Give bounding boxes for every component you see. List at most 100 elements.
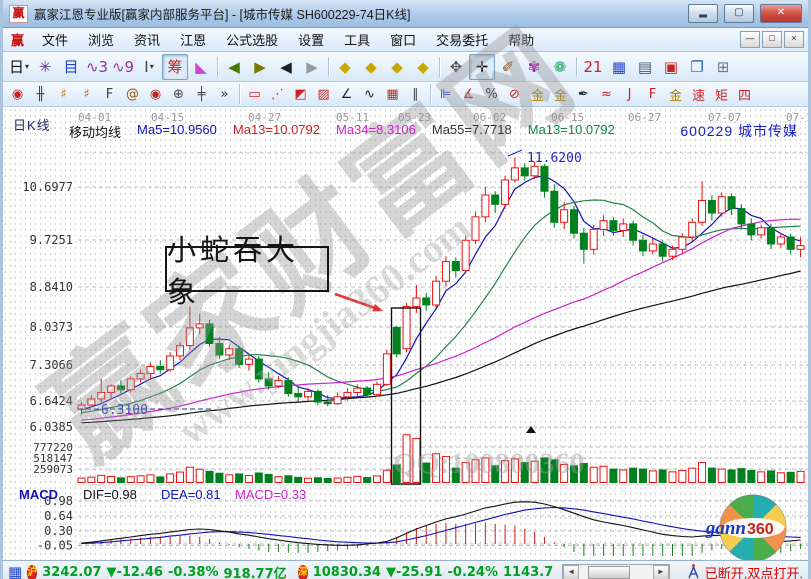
next-bar-icon[interactable]: ▶ [306,57,318,76]
multi-window-icon[interactable]: ❐ [690,57,704,76]
last-screen-icon[interactable]: ▶ [254,57,266,76]
scroll-right-arrow-icon[interactable]: ► [652,565,669,579]
notepad-icon[interactable]: ▤ [637,57,653,76]
mdi-minimize-button[interactable]: — [740,31,760,48]
f-ruler-icon[interactable]: F [105,86,114,102]
f-angle-icon[interactable]: F [648,86,657,102]
candle-25 [323,401,332,405]
percent-icon[interactable]: % [485,86,498,102]
gold-ruler2-icon[interactable]: ♯ [83,86,90,102]
shrink-right-diamond-icon[interactable]: ◆ [365,57,377,76]
menu-item-gann[interactable]: 江恩 [180,32,207,48]
horizontal-scrollbar[interactable]: ◄ ► [562,564,670,579]
gold-ruler-icon[interactable]: ♯ [60,86,67,102]
conch2-tool-icon[interactable]: ◉ [149,86,162,102]
candle-30 [373,383,381,396]
expand-diamond-icon[interactable]: ◆ [391,57,403,76]
box-angle-icon[interactable]: 矩 [714,88,728,104]
candle-32 [392,326,401,355]
toolbar-separator [217,56,218,77]
candle-style-icon[interactable]: I ▾ [144,57,154,76]
ma-value-3: Ma55=7.7718 [431,122,512,137]
first-screen-icon[interactable]: ◀ [228,57,240,76]
mdi-restore-button[interactable]: □ [762,31,782,48]
wave-gold-icon[interactable]: ≈ [601,86,612,102]
time-compass-icon[interactable]: ⊕ [173,86,184,102]
speed-line-icon[interactable]: 速 [691,88,705,104]
prev-bar-icon[interactable]: ◀ [280,57,292,76]
ink-angle-icon[interactable]: ✒ [578,86,589,102]
menu-item-trade-order[interactable]: 交易委托 [436,32,489,48]
gann-tool-icon[interactable]: ✾ [527,57,541,76]
candle-39 [461,239,470,272]
chart-period-icon[interactable]: 日 ▾ [8,58,30,76]
more-tools-chevron-icon[interactable]: » [220,86,229,102]
chart-area: 10.6977 9.7251 8.8410 8.0373 7.3066 6.6424 6.0… [3,7,811,560]
hand-tool-icon[interactable]: ✥ [449,57,463,76]
scroll-left-arrow-icon[interactable]: ◄ [563,565,580,579]
percent-circle-icon[interactable]: ⊘ [509,86,520,102]
menu-item-file[interactable]: 文件 [42,32,69,48]
shrink-left-diamond-icon[interactable]: ◆ [339,57,351,76]
four-angle-icon[interactable]: 四 [737,88,751,104]
svg-text:6.0385: 6.0385 [30,420,73,434]
crosshair-tool-icon[interactable]: ✛ [469,53,495,80]
calendar-icon[interactable]: 21 [583,57,603,76]
menu-item-help[interactable]: 帮助 [508,32,535,48]
kline-chart[interactable]: 10.6977 9.7251 8.8410 8.0373 7.3066 6.6424 6.0… [3,107,811,560]
scrollbar-thumb[interactable] [588,566,630,579]
close-button[interactable]: ✕ [760,4,802,23]
spiral-tool-icon[interactable]: @ [126,86,139,102]
scrollbar-track[interactable] [579,566,653,579]
gann-flower-icon[interactable]: ✳ [38,57,52,76]
parallel-lines-icon[interactable]: ∥ [412,86,419,102]
percent-fan-icon[interactable]: ∡ [462,86,475,102]
connection-status-text[interactable]: 已断开,双点打开. [704,566,804,579]
candle-26 [333,396,342,405]
box-tool-icon[interactable]: ▭ [248,86,261,102]
measure-tool-icon[interactable]: ✐ [501,57,515,76]
fan-lines-icon[interactable]: ⋰ [271,86,284,102]
gold-circle-icon[interactable]: 金 [530,88,544,104]
minimize-button[interactable]: ▂ [688,4,718,23]
ma-value-2: Ma34=8.3106 [336,122,416,137]
zigzag-wave-icon[interactable]: ∿ [364,86,375,102]
shenzhen-market-icon[interactable]: 深 [297,564,308,579]
menu-item-settings[interactable]: 设置 [298,32,325,48]
menu-item-window[interactable]: 窗口 [390,32,417,48]
calendar-grid-icon[interactable]: ▦ [8,564,23,579]
minor-wave-9-icon[interactable]: ∿9 [111,57,135,76]
gold-fan-icon[interactable]: 金 [668,88,682,104]
connection-antenna-icon[interactable] [687,563,700,579]
menu-item-formula-stock-pick[interactable]: 公式选股 [226,32,279,48]
svg-text:259073: 259073 [33,463,73,476]
shanghai-market-icon[interactable]: 沪 [27,564,38,579]
grid-overlay-icon[interactable]: ▦ [386,86,399,102]
print-icon[interactable]: ⊞ [716,57,730,76]
volume-bar-26 [333,477,342,483]
save-icon[interactable]: ▣ [663,57,679,76]
price-ruler-icon[interactable]: ⊫ [439,86,452,102]
menu-item-news[interactable]: 资讯 [134,32,161,48]
candle-54 [609,220,618,231]
conch-tool-icon[interactable]: ◉ [11,86,24,102]
gann-box-icon[interactable]: ◩ [294,86,307,102]
mdi-close-button[interactable]: × [784,31,804,48]
cycle-tool-icon[interactable]: ❁ [553,57,567,76]
compress-diamond-icon[interactable]: ◆ [417,57,429,76]
shaded-fan-icon[interactable]: ▨ [317,86,330,102]
ruler-grid-icon[interactable]: ╪ [197,86,206,102]
gann-grid-icon[interactable]: ╫ [36,86,45,102]
j-angle-icon[interactable]: J [627,86,632,102]
minor-wave-3-icon[interactable]: ∿3 [85,57,109,76]
menu-item-tools[interactable]: 工具 [344,32,371,48]
maximize-button[interactable]: ▢ [724,4,754,23]
color-painter-icon[interactable]: ◣ [195,57,207,76]
chip-distribution-icon[interactable]: 筹 [162,53,188,80]
calculator-icon[interactable]: ▦ [611,57,627,76]
menu-item-browse[interactable]: 浏览 [88,32,115,48]
gold-line-icon[interactable]: 金 [553,88,567,104]
quote-report-icon[interactable]: 目 [63,58,79,76]
trend-angle-icon[interactable]: ∠ [340,86,353,102]
ma-value-0: Ma5=10.9560 [137,122,217,137]
